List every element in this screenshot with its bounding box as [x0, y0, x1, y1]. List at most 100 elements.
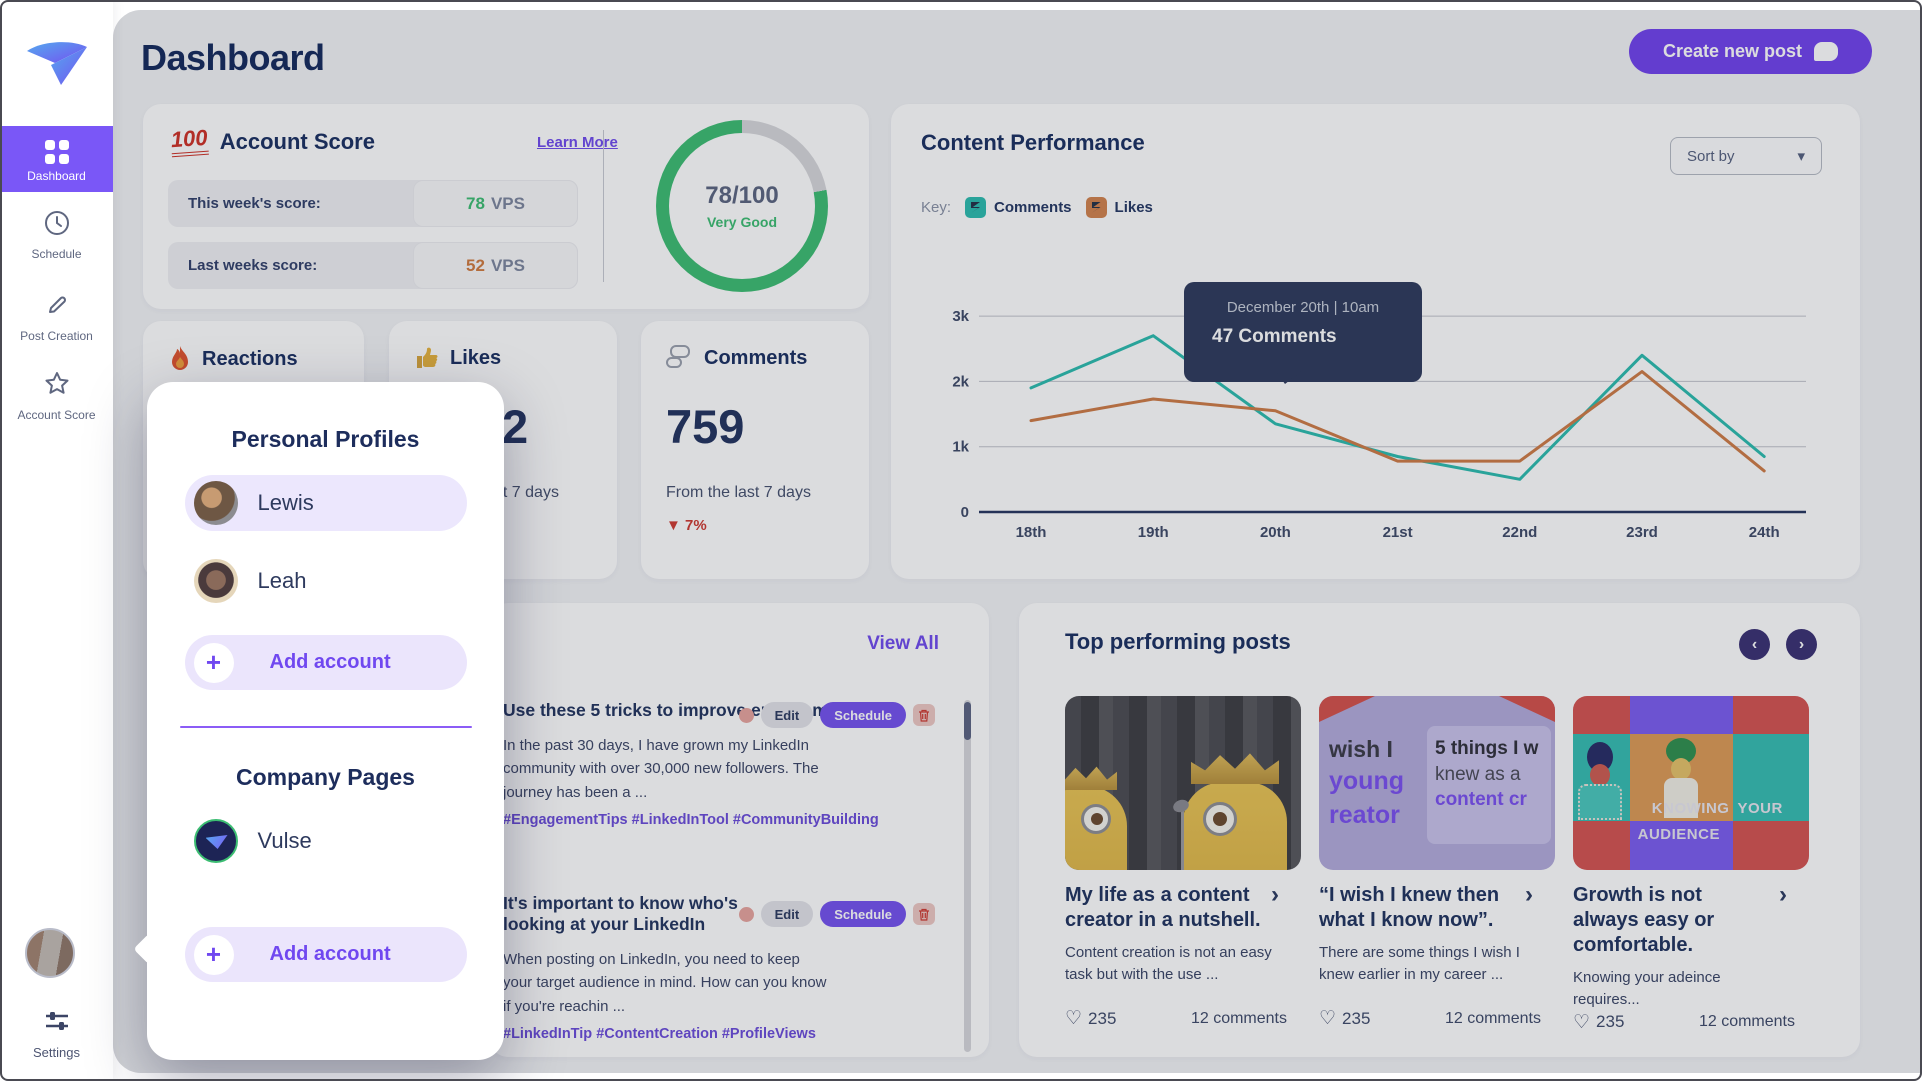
sidebar-item-post-creation[interactable]: Post Creation — [0, 292, 113, 343]
top-post-comments: 12 comments — [1444, 1009, 1541, 1027]
legend-likes: Likes — [1085, 197, 1153, 218]
settings-sliders-icon — [45, 1012, 68, 1030]
add-account-label: Add account — [269, 943, 391, 965]
sidebar-item-label: Schedule — [31, 247, 82, 261]
vulse-avatar — [193, 819, 238, 863]
chevron-down-icon: ▾ — [1797, 148, 1805, 165]
create-new-post-button[interactable]: Create new post — [1629, 29, 1872, 74]
score-donut-chart: 78/100 Very Good — [656, 120, 828, 292]
top-post-comments: 12 comments — [1698, 1013, 1795, 1030]
sidebar-item-label: Post Creation — [20, 329, 93, 343]
x-tick-label: 20th — [1260, 524, 1291, 541]
top-post-likes: 235 — [1596, 1012, 1625, 1031]
top-post-card[interactable]: My life as a content creator in a nutshe… — [1065, 696, 1301, 1034]
chevron-right-icon[interactable]: › — [1525, 881, 1533, 908]
account-switcher-popup: Personal Profiles Lewis Leah + Add accou… — [147, 382, 504, 1060]
image-text: KNOWING — [1651, 800, 1730, 818]
likes-line — [1029, 370, 1766, 473]
sort-by-dropdown[interactable]: Sort by ▾ — [1670, 137, 1822, 175]
chevron-right-icon[interactable]: › — [1271, 881, 1279, 908]
top-post-comments: 12 comments — [1190, 1009, 1287, 1027]
post-hashtags[interactable]: #LinkedInTip #ContentCreation #ProfileVi… — [503, 1025, 816, 1042]
personal-profiles-heading: Personal Profiles — [231, 426, 420, 452]
top-post-likes: 235 — [1088, 1008, 1117, 1028]
comments-swatch-icon — [965, 197, 987, 218]
add-personal-account-button[interactable]: + Add account — [184, 635, 467, 690]
carousel-next-button[interactable]: › — [1786, 629, 1817, 660]
add-company-account-button[interactable]: + Add account — [184, 927, 467, 982]
user-avatar[interactable] — [25, 928, 75, 978]
y-tick-label: 0 — [961, 504, 969, 521]
x-tick-label: 23rd — [1626, 524, 1658, 541]
x-tick-label: 22nd — [1502, 524, 1537, 541]
sidebar-item-label: Dashboard — [27, 169, 86, 183]
likes-swatch-icon — [1085, 197, 1107, 218]
sidebar: Dashboard Schedule Post Creation Account… — [0, 0, 113, 1081]
star-icon — [45, 372, 68, 394]
sidebar-item-label: Settings — [33, 1045, 80, 1060]
company-name: Vulse — [257, 828, 312, 853]
top-performing-posts-card: Top performing posts ‹ › — [1019, 603, 1860, 1057]
donut-rating-text: Very Good — [706, 214, 778, 230]
scheduled-posts-card: View All Use these 5 tricks to improve e… — [490, 603, 989, 1057]
post-body: In the past 30 days, I have grown my Lin… — [503, 737, 819, 801]
last-week-label: Last weeks score: — [188, 257, 318, 274]
post-image-wish: wish I young reator 5 things I w knew as… — [1319, 696, 1555, 870]
edit-button[interactable]: Edit — [760, 702, 814, 728]
avatar — [193, 559, 238, 603]
content-performance-title: Content Performance — [921, 130, 1145, 155]
post-hashtags[interactable]: #EngagementTips #LinkedInTool #Community… — [503, 811, 879, 828]
legend-likes-label: Likes — [1114, 199, 1153, 216]
sidebar-item-dashboard[interactable]: Dashboard — [0, 126, 113, 192]
sidebar-item-settings[interactable]: Settings — [0, 1008, 113, 1060]
image-text: young — [1329, 767, 1404, 796]
account-score-card: 100 Account Score Learn More This week's… — [143, 104, 869, 309]
schedule-button[interactable]: Schedule — [820, 901, 906, 927]
this-week-value-box: 78 VPS — [413, 180, 578, 227]
main-content: Dashboard Create new post 100 Account Sc… — [113, 10, 1922, 1073]
legend-comments-label: Comments — [994, 199, 1072, 216]
post-body: When posting on LinkedIn, you need to ke… — [503, 951, 827, 1015]
key-label: Key: — [921, 199, 952, 216]
post-image-audience: KNOWING YOUR AUDIENCE — [1573, 696, 1809, 870]
sidebar-item-label: Account Score — [17, 408, 96, 422]
post-image-minions — [1065, 696, 1301, 870]
comments-delta-badge: ▼ 7% — [666, 517, 707, 534]
image-text: reator — [1329, 800, 1400, 829]
thumbs-up-icon — [417, 347, 438, 368]
account-score-title: Account Score — [219, 129, 375, 154]
image-text: 5 things I w — [1435, 738, 1539, 759]
schedule-button[interactable]: Schedule — [820, 702, 906, 728]
y-tick-label: 1k — [952, 439, 969, 456]
posts-scrollbar-thumb[interactable] — [964, 702, 971, 740]
company-item-vulse[interactable]: Vulse — [185, 813, 467, 869]
x-tick-label: 21st — [1383, 524, 1413, 541]
posts-scrollbar[interactable] — [964, 700, 971, 1052]
popup-divider — [179, 726, 472, 728]
carousel-prev-button[interactable]: ‹ — [1739, 629, 1770, 660]
top-post-card[interactable]: wish I young reator 5 things I w knew as… — [1319, 696, 1555, 1034]
profile-item-leah[interactable]: Leah — [185, 553, 467, 609]
chat-bubble-icon — [1814, 42, 1839, 61]
top-post-card[interactable]: KNOWING YOUR AUDIENCE Growth is not alwa… — [1573, 696, 1809, 1034]
plus-icon: + — [193, 934, 234, 975]
sidebar-item-schedule[interactable]: Schedule — [0, 210, 113, 261]
tooltip-date: December 20th | 10am — [1226, 299, 1380, 316]
y-tick-label: 2k — [952, 373, 969, 390]
chevron-right-icon[interactable]: › — [1779, 881, 1787, 908]
sidebar-item-account-score[interactable]: Account Score — [0, 370, 113, 422]
likes-title: Likes — [450, 346, 502, 369]
profile-item-lewis[interactable]: Lewis — [184, 475, 467, 531]
heart-icon: ♡ — [1573, 1011, 1591, 1033]
last-week-value: 52 — [466, 255, 485, 275]
delete-post-button[interactable] — [913, 704, 935, 726]
view-all-link[interactable]: View All — [867, 633, 939, 654]
microphone-icon — [1181, 808, 1184, 870]
this-week-score-row: This week's score: 78 VPS — [168, 180, 578, 227]
image-text: wish I — [1329, 736, 1393, 762]
learn-more-link[interactable]: Learn More — [536, 133, 618, 151]
this-week-value: 78 — [466, 193, 485, 213]
edit-button[interactable]: Edit — [760, 901, 814, 927]
delete-post-button[interactable] — [913, 903, 935, 925]
top-post-title: My life as a content creator in a nutshe… — [1065, 884, 1261, 931]
